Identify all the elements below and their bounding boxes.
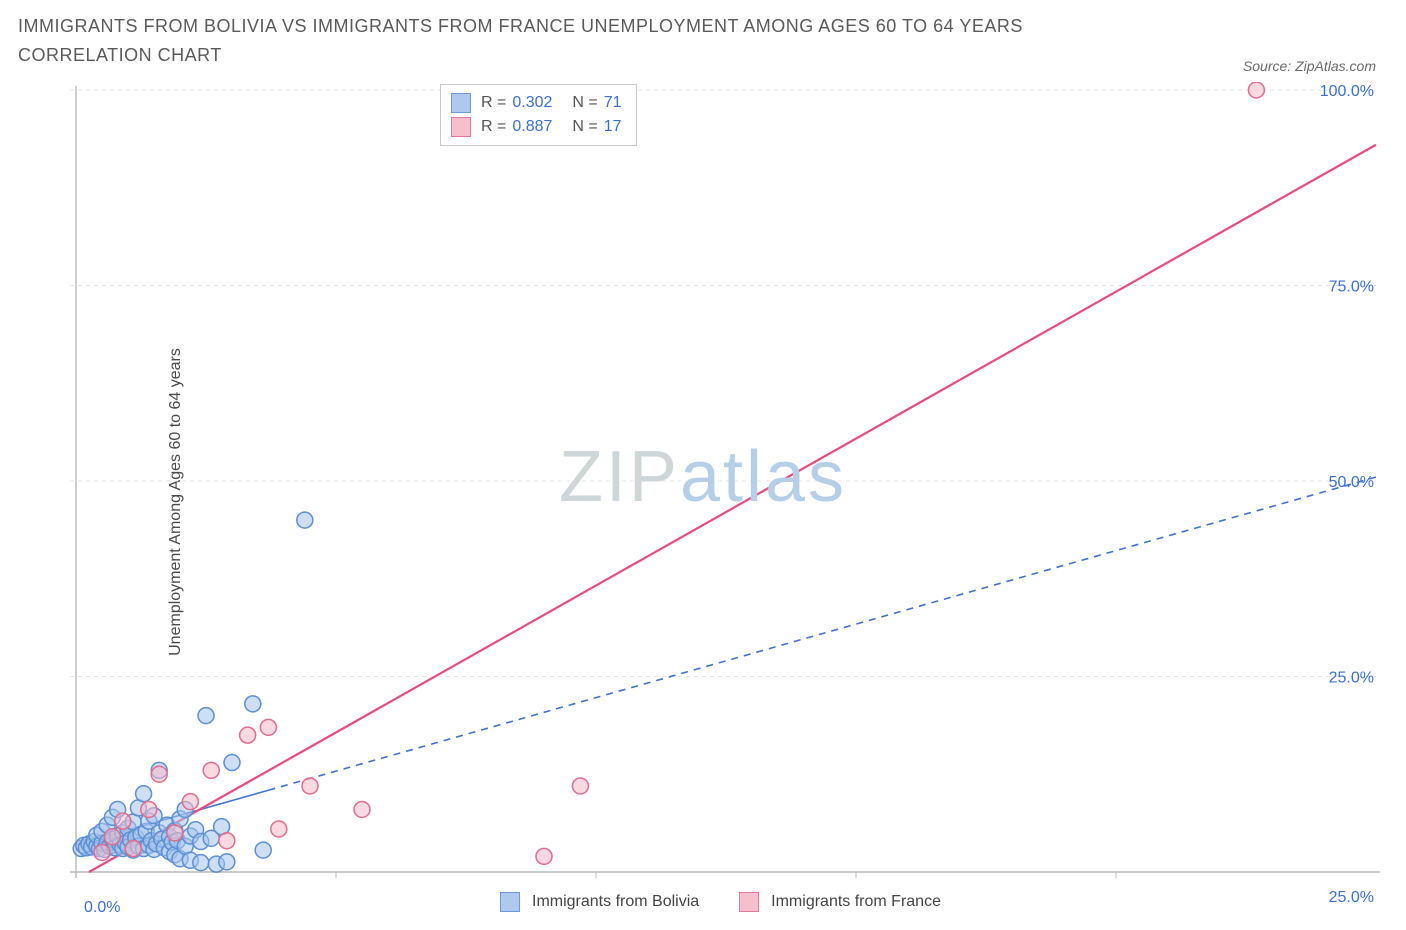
data-point (302, 778, 318, 794)
data-point (271, 821, 287, 837)
source-attribution: Source: ZipAtlas.com (1243, 58, 1376, 74)
data-point (193, 855, 209, 871)
data-point (141, 801, 157, 817)
data-point (167, 825, 183, 841)
stat-n-label: N = (572, 91, 597, 115)
data-point (219, 854, 235, 870)
x-tick-label: 25.0% (1329, 889, 1374, 906)
legend-label: Immigrants from France (771, 893, 941, 911)
data-point (536, 848, 552, 864)
data-point (104, 829, 120, 845)
data-point (182, 794, 198, 810)
data-point (115, 813, 131, 829)
chart-title: IMMIGRANTS FROM BOLIVIA VS IMMIGRANTS FR… (18, 12, 1118, 70)
stat-r-value: 0.887 (512, 115, 552, 139)
data-point (260, 719, 276, 735)
data-point (203, 762, 219, 778)
legend-item-france: Immigrants from France (739, 892, 941, 912)
data-point (125, 841, 141, 857)
stat-n-value: 17 (604, 115, 622, 139)
y-tick-label: 75.0% (1329, 279, 1374, 296)
series-legend: Immigrants from Bolivia Immigrants from F… (500, 892, 941, 912)
data-point (198, 708, 214, 724)
stat-r-label: R = (481, 115, 506, 139)
data-point (94, 844, 110, 860)
data-point (224, 755, 240, 771)
data-point (572, 778, 588, 794)
legend-swatch-icon (739, 892, 759, 912)
legend-swatch-icon (451, 117, 471, 137)
stat-n-value: 71 (604, 91, 622, 115)
data-point (245, 696, 261, 712)
legend-swatch-icon (451, 93, 471, 113)
legend-item-bolivia: Immigrants from Bolivia (500, 892, 699, 912)
data-point (1248, 82, 1264, 98)
data-point (297, 512, 313, 528)
data-point (151, 766, 167, 782)
legend-swatch-icon (500, 892, 520, 912)
data-point (255, 842, 271, 858)
y-tick-label: 25.0% (1329, 670, 1374, 687)
x-tick-label: 0.0% (84, 899, 120, 916)
chart-area: Unemployment Among Ages 60 to 64 years 2… (18, 82, 1388, 922)
stats-row-bolivia: R = 0.302 N = 71 (451, 91, 622, 115)
stat-n-label: N = (572, 115, 597, 139)
y-tick-label: 100.0% (1320, 83, 1374, 100)
data-point (354, 801, 370, 817)
legend-label: Immigrants from Bolivia (532, 893, 699, 911)
data-point (219, 833, 235, 849)
scatter-plot: 25.0% 50.0% 75.0% 100.0% 0.0% 25.0% (58, 82, 1388, 922)
stats-row-france: R = 0.887 N = 17 (451, 115, 622, 139)
stat-r-label: R = (481, 91, 506, 115)
correlation-stats-box: R = 0.302 N = 71 R = 0.887 N = 17 (440, 84, 637, 146)
data-point (240, 727, 256, 743)
stat-r-value: 0.302 (512, 91, 552, 115)
y-tick-label: 50.0% (1329, 474, 1374, 491)
data-point (136, 786, 152, 802)
